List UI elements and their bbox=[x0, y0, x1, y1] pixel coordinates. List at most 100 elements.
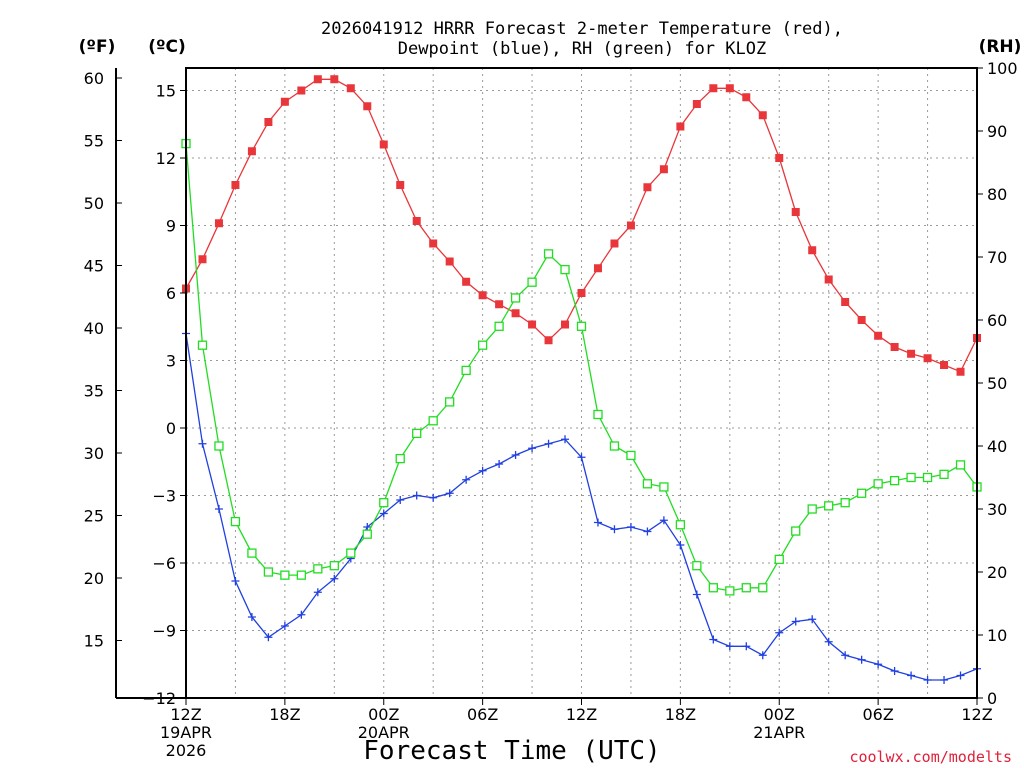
x-tick-label: 00Z bbox=[764, 705, 795, 724]
fahrenheit-tick-label: 60 bbox=[84, 69, 104, 88]
credit-text: coolwx.com/modelts bbox=[849, 748, 1012, 766]
temperature-point bbox=[725, 84, 734, 93]
dewpoint-point bbox=[593, 518, 602, 527]
dewpoint-point bbox=[841, 651, 850, 660]
dewpoint-point bbox=[857, 655, 866, 664]
temperature-point bbox=[857, 316, 866, 324]
celsius-tick-label: 0 bbox=[166, 419, 176, 438]
dewpoint-point bbox=[511, 451, 520, 459]
temperature-point bbox=[231, 181, 240, 189]
temperature-point bbox=[890, 343, 899, 351]
temperature-point bbox=[659, 165, 668, 174]
dewpoint-point bbox=[923, 676, 932, 684]
rh-tick-label: 80 bbox=[987, 185, 1007, 204]
dewpoint-point bbox=[280, 622, 289, 630]
x-tick-label: 12Z bbox=[566, 705, 597, 724]
axis-layer: 15129630−3−6−9−1260555045403530252015100… bbox=[84, 59, 1018, 760]
dewpoint-point bbox=[808, 615, 817, 624]
rh-point bbox=[675, 520, 686, 530]
temperature-point bbox=[841, 298, 850, 306]
chart-title-line-2: Dewpoint (blue), RH (green) for KLOZ bbox=[398, 39, 766, 59]
temperature-point bbox=[495, 300, 504, 309]
rh-point bbox=[758, 583, 768, 593]
temperature-point bbox=[923, 354, 932, 363]
rh-point bbox=[741, 583, 751, 593]
chart-title-line-1: 2026041912 HRRR Forecast 2-meter Tempera… bbox=[321, 19, 843, 39]
x-tick-date: 21APR bbox=[753, 723, 805, 742]
celsius-tick-label: 3 bbox=[166, 352, 176, 371]
dewpoint-point bbox=[874, 660, 883, 669]
rh-point bbox=[379, 498, 389, 508]
rh-point bbox=[362, 529, 372, 539]
dewpoint-point bbox=[610, 525, 619, 534]
rh-point bbox=[543, 249, 554, 259]
dewpoint-point bbox=[956, 671, 965, 680]
temperature-point bbox=[940, 361, 949, 369]
x-tick-label: 12Z bbox=[961, 705, 992, 724]
rh-point bbox=[840, 498, 850, 508]
rh-tick-label: 60 bbox=[987, 311, 1007, 330]
x-tick-label: 18Z bbox=[665, 705, 696, 724]
fahrenheit-axis-header: (ºF) bbox=[79, 37, 116, 57]
temperature-point bbox=[775, 154, 784, 162]
x-axis-label: Forecast Time (UTC) bbox=[363, 736, 660, 766]
dewpoint-point bbox=[214, 505, 223, 513]
dewpoint-series bbox=[182, 329, 981, 684]
celsius-tick-label: 6 bbox=[166, 284, 176, 303]
dewpoint-point bbox=[824, 637, 833, 646]
rh-tick-label: 90 bbox=[987, 122, 1007, 141]
rh-point bbox=[576, 321, 587, 331]
dewpoint-point bbox=[643, 527, 652, 536]
temperature-point bbox=[478, 291, 487, 300]
temperature-point bbox=[462, 277, 471, 286]
rh-point bbox=[477, 340, 488, 350]
dewpoint-point bbox=[264, 633, 273, 642]
dewpoint-point bbox=[198, 439, 207, 448]
dewpoint-point bbox=[561, 435, 570, 444]
x-tick-label: 00Z bbox=[368, 705, 399, 724]
dewpoint-point bbox=[247, 613, 256, 621]
temperature-point bbox=[561, 320, 570, 329]
celsius-tick-label: 12 bbox=[156, 149, 176, 168]
rh-point bbox=[428, 416, 438, 426]
dewpoint-point bbox=[775, 628, 784, 637]
x-tick-label: 12Z bbox=[170, 705, 201, 724]
celsius-tick-label: −6 bbox=[152, 554, 176, 573]
celsius-axis-header: (ºC) bbox=[148, 37, 186, 57]
rh-point bbox=[906, 472, 916, 483]
temperature-point bbox=[379, 140, 388, 149]
rh-point bbox=[889, 475, 900, 486]
grid-lines bbox=[186, 68, 977, 698]
dewpoint-point bbox=[462, 475, 471, 484]
rh-line bbox=[185, 143, 978, 592]
rh-point bbox=[197, 340, 208, 350]
celsius-tick-label: −9 bbox=[152, 622, 176, 641]
temperature-point bbox=[791, 208, 800, 216]
dewpoint-point bbox=[577, 453, 586, 462]
rh-point bbox=[461, 365, 471, 376]
dewpoint-point bbox=[940, 676, 949, 684]
dewpoint-point bbox=[544, 439, 553, 448]
temperature-point bbox=[412, 217, 421, 225]
fahrenheit-tick-label: 45 bbox=[84, 257, 104, 276]
temperature-point bbox=[907, 349, 916, 358]
fahrenheit-tick-label: 55 bbox=[84, 132, 104, 151]
temperature-point bbox=[511, 309, 520, 318]
celsius-tick-label: −3 bbox=[152, 487, 176, 506]
dewpoint-point bbox=[495, 460, 504, 468]
rh-point bbox=[395, 453, 405, 464]
dewpoint-point bbox=[692, 590, 701, 599]
temperature-point bbox=[643, 183, 652, 192]
rh-point bbox=[725, 586, 735, 596]
dewpoint-point bbox=[791, 617, 800, 626]
rh-point bbox=[807, 504, 817, 514]
dewpoint-point bbox=[429, 493, 438, 502]
temperature-point bbox=[445, 257, 454, 266]
temperature-point bbox=[610, 239, 619, 248]
temperature-point bbox=[626, 221, 635, 230]
rh-point bbox=[692, 561, 702, 571]
fahrenheit-tick-label: 30 bbox=[84, 444, 104, 463]
rh-tick-label: 100 bbox=[987, 59, 1018, 78]
temperature-point bbox=[363, 102, 372, 111]
rh-point bbox=[774, 554, 784, 565]
